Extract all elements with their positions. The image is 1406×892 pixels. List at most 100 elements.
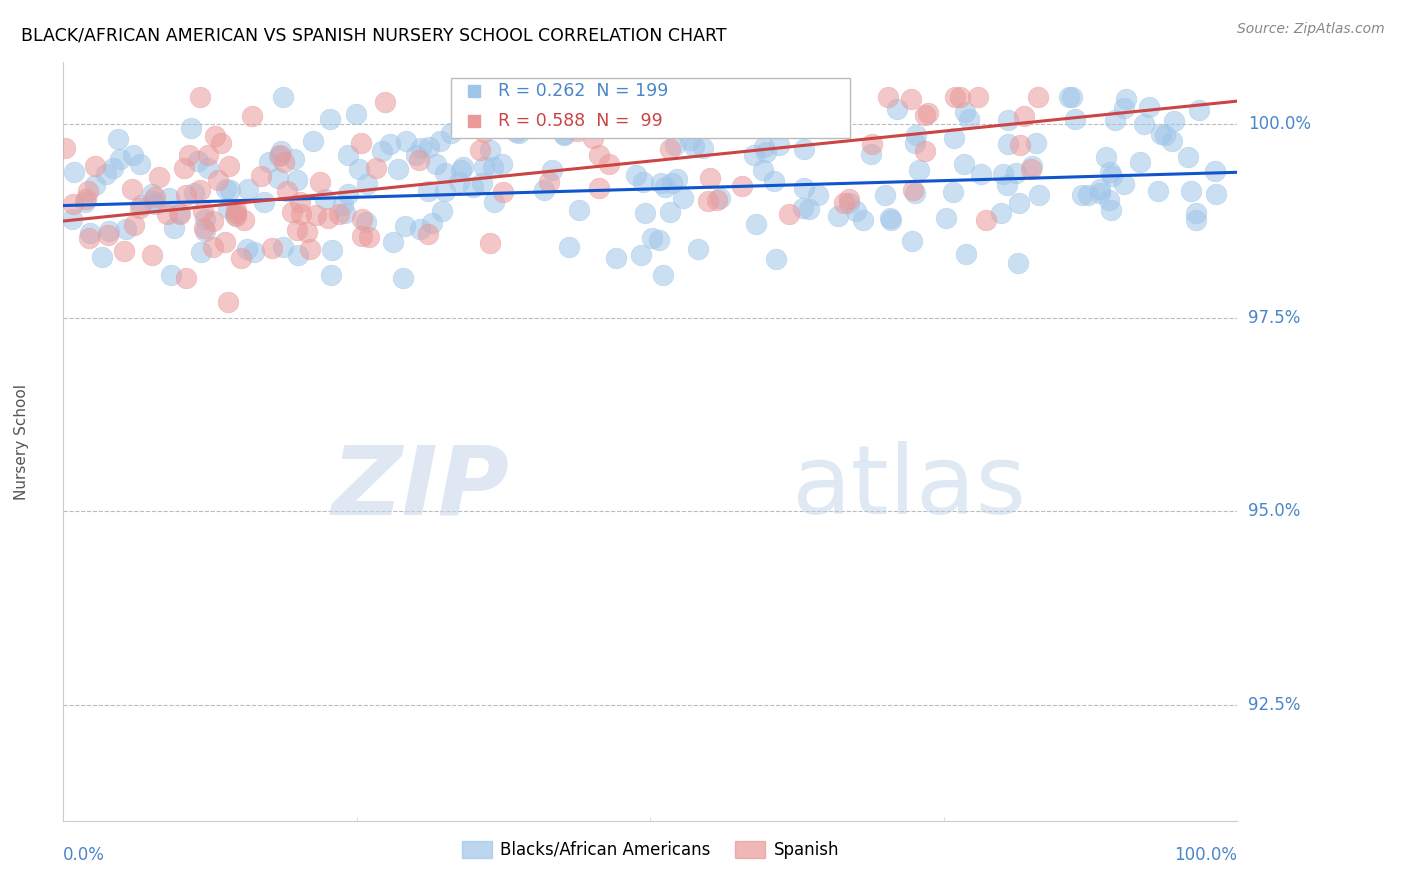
Point	[768, 138, 790, 153]
Point	[838, 192, 860, 206]
Point	[209, 136, 232, 150]
Point	[967, 90, 990, 104]
Point	[957, 112, 980, 126]
Point	[271, 240, 294, 254]
Point	[793, 142, 815, 156]
Point	[860, 136, 883, 151]
Point	[941, 186, 963, 200]
Point	[807, 188, 830, 202]
Point	[745, 218, 768, 232]
Point	[697, 194, 720, 208]
Point	[288, 195, 311, 210]
Point	[470, 176, 492, 190]
Point	[433, 184, 456, 198]
Point	[997, 136, 1019, 151]
Point	[201, 240, 224, 254]
Point	[664, 138, 686, 153]
Point	[174, 270, 197, 285]
Point	[1026, 90, 1049, 104]
Point	[270, 144, 292, 158]
Point	[283, 152, 305, 166]
Point	[683, 139, 706, 153]
Point	[262, 242, 284, 256]
Point	[634, 206, 657, 220]
Point	[451, 161, 474, 175]
Point	[852, 213, 875, 227]
Point	[1088, 182, 1111, 196]
Point	[187, 154, 209, 169]
Text: R = 0.588  N =  99: R = 0.588 N = 99	[498, 112, 662, 130]
Point	[163, 220, 186, 235]
Point	[60, 212, 83, 227]
Point	[321, 268, 343, 283]
Point	[75, 192, 97, 206]
Text: Source: ZipAtlas.com: Source: ZipAtlas.com	[1237, 22, 1385, 37]
Point	[305, 208, 328, 222]
Point	[690, 119, 713, 133]
Text: 100.0%: 100.0%	[1174, 846, 1237, 863]
Legend: Blacks/African Americans, Spanish: Blacks/African Americans, Spanish	[454, 834, 846, 865]
Point	[974, 212, 997, 227]
Point	[188, 183, 211, 197]
Point	[194, 224, 217, 238]
Point	[224, 208, 246, 222]
Point	[508, 126, 530, 140]
Point	[309, 174, 332, 188]
Point	[1064, 112, 1087, 126]
Point	[709, 191, 731, 205]
Point	[290, 207, 312, 221]
Point	[131, 198, 153, 212]
Text: R = 0.262  N = 199: R = 0.262 N = 199	[498, 82, 668, 101]
Point	[990, 206, 1012, 220]
Point	[217, 294, 239, 309]
Point	[204, 129, 226, 144]
Point	[271, 90, 294, 104]
Point	[565, 124, 588, 138]
Point	[364, 161, 387, 175]
Point	[169, 207, 191, 221]
Point	[141, 248, 163, 262]
Point	[1187, 103, 1209, 117]
Point	[207, 173, 229, 187]
Point	[631, 176, 654, 190]
Point	[1070, 187, 1092, 202]
Point	[395, 134, 418, 148]
Point	[408, 153, 430, 167]
Point	[654, 180, 676, 194]
Point	[1014, 109, 1036, 123]
Point	[1021, 159, 1043, 173]
Point	[233, 213, 256, 227]
Point	[666, 172, 689, 186]
Text: Nursery School: Nursery School	[14, 384, 30, 500]
Point	[661, 177, 683, 191]
Point	[352, 211, 374, 226]
Point	[877, 90, 900, 104]
Point	[478, 143, 501, 157]
Point	[681, 90, 703, 104]
Point	[901, 234, 924, 248]
Point	[440, 127, 463, 141]
Point	[692, 141, 714, 155]
Point	[302, 134, 325, 148]
Point	[295, 225, 318, 239]
Point	[844, 203, 866, 218]
Point	[762, 174, 785, 188]
Point	[1025, 136, 1047, 151]
Point	[236, 242, 259, 256]
Point	[568, 202, 591, 217]
Point	[380, 136, 402, 151]
Point	[472, 160, 495, 174]
Point	[1129, 155, 1152, 169]
Point	[1132, 117, 1154, 131]
Point	[1104, 112, 1126, 127]
Point	[392, 270, 415, 285]
Point	[1007, 256, 1029, 270]
Point	[143, 196, 166, 211]
Point	[188, 90, 211, 104]
Point	[176, 187, 198, 202]
Point	[1153, 128, 1175, 142]
Point	[1139, 100, 1161, 114]
Point	[124, 218, 146, 232]
Point	[706, 193, 728, 207]
Point	[553, 128, 575, 142]
